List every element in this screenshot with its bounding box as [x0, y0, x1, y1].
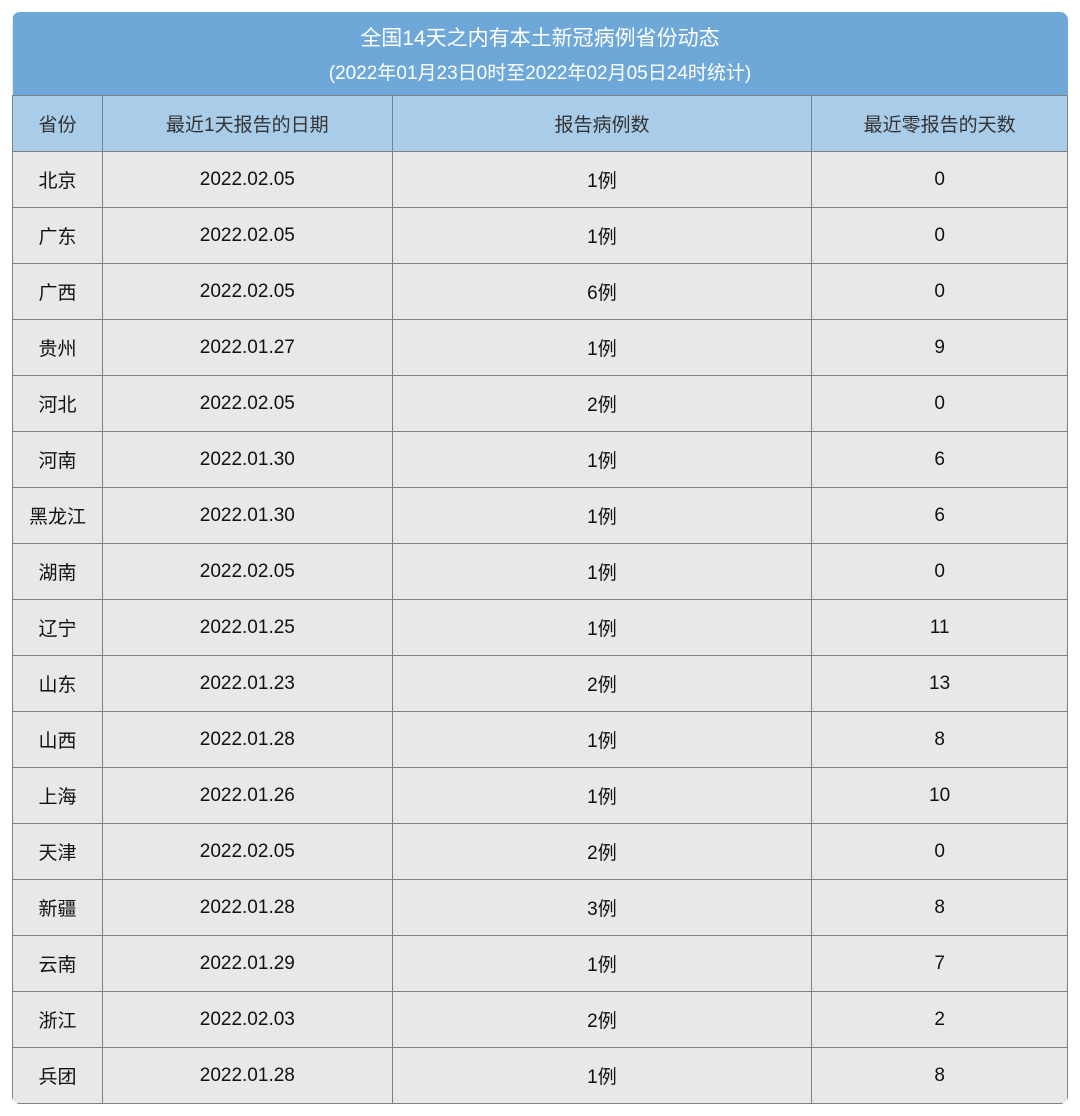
cell-date: 2022.01.23	[102, 656, 392, 712]
table-row: 兵团2022.01.281例8	[13, 1048, 1068, 1104]
cell-cases: 1例	[392, 488, 812, 544]
cell-cases: 1例	[392, 208, 812, 264]
cell-zero-days: 0	[812, 544, 1068, 600]
cell-date: 2022.01.30	[102, 488, 392, 544]
table-body: 北京2022.02.051例0广东2022.02.051例0广西2022.02.…	[13, 152, 1068, 1104]
cell-zero-days: 6	[812, 432, 1068, 488]
cell-province: 黑龙江	[13, 488, 103, 544]
cell-province: 山西	[13, 712, 103, 768]
cell-zero-days: 11	[812, 600, 1068, 656]
cell-province: 北京	[13, 152, 103, 208]
cell-zero-days: 0	[812, 264, 1068, 320]
table-row: 辽宁2022.01.251例11	[13, 600, 1068, 656]
cell-date: 2022.02.05	[102, 376, 392, 432]
cell-zero-days: 0	[812, 208, 1068, 264]
cell-province: 新疆	[13, 880, 103, 936]
cell-province: 上海	[13, 768, 103, 824]
cell-date: 2022.02.03	[102, 992, 392, 1048]
table-row: 新疆2022.01.283例8	[13, 880, 1068, 936]
table-row: 山东2022.01.232例13	[13, 656, 1068, 712]
cell-date: 2022.01.29	[102, 936, 392, 992]
table-row: 云南2022.01.291例7	[13, 936, 1068, 992]
cell-zero-days: 13	[812, 656, 1068, 712]
cell-zero-days: 8	[812, 880, 1068, 936]
cell-cases: 3例	[392, 880, 812, 936]
table-subtitle: (2022年01月23日0时至2022年02月05日24时统计)	[23, 58, 1058, 85]
covid-province-table: 全国14天之内有本土新冠病例省份动态 (2022年01月23日0时至2022年0…	[12, 12, 1068, 1104]
table-row: 上海2022.01.261例10	[13, 768, 1068, 824]
table-title-cell: 全国14天之内有本土新冠病例省份动态 (2022年01月23日0时至2022年0…	[13, 12, 1068, 96]
cell-cases: 2例	[392, 376, 812, 432]
cell-date: 2022.02.05	[102, 264, 392, 320]
cell-zero-days: 6	[812, 488, 1068, 544]
header-zero-days: 最近零报告的天数	[812, 96, 1068, 152]
cell-cases: 1例	[392, 768, 812, 824]
table-row: 浙江2022.02.032例2	[13, 992, 1068, 1048]
cell-cases: 2例	[392, 656, 812, 712]
cell-date: 2022.02.05	[102, 824, 392, 880]
cell-province: 贵州	[13, 320, 103, 376]
table-title-row: 全国14天之内有本土新冠病例省份动态 (2022年01月23日0时至2022年0…	[13, 12, 1068, 96]
table-title: 全国14天之内有本土新冠病例省份动态	[23, 22, 1058, 52]
cell-zero-days: 2	[812, 992, 1068, 1048]
header-date: 最近1天报告的日期	[102, 96, 392, 152]
cell-date: 2022.02.05	[102, 208, 392, 264]
cell-province: 云南	[13, 936, 103, 992]
cell-date: 2022.01.25	[102, 600, 392, 656]
header-province: 省份	[13, 96, 103, 152]
cell-province: 山东	[13, 656, 103, 712]
cell-date: 2022.01.27	[102, 320, 392, 376]
cell-cases: 1例	[392, 712, 812, 768]
cell-cases: 6例	[392, 264, 812, 320]
cell-cases: 1例	[392, 432, 812, 488]
covid-province-table-container: 全国14天之内有本土新冠病例省份动态 (2022年01月23日0时至2022年0…	[12, 12, 1068, 1104]
cell-date: 2022.01.26	[102, 768, 392, 824]
cell-province: 天津	[13, 824, 103, 880]
cell-date: 2022.01.28	[102, 712, 392, 768]
cell-zero-days: 8	[812, 712, 1068, 768]
table-row: 河北2022.02.052例0	[13, 376, 1068, 432]
cell-province: 辽宁	[13, 600, 103, 656]
table-row: 河南2022.01.301例6	[13, 432, 1068, 488]
table-row: 湖南2022.02.051例0	[13, 544, 1068, 600]
cell-province: 河北	[13, 376, 103, 432]
cell-date: 2022.01.30	[102, 432, 392, 488]
table-row: 贵州2022.01.271例9	[13, 320, 1068, 376]
cell-province: 河南	[13, 432, 103, 488]
header-cases: 报告病例数	[392, 96, 812, 152]
cell-province: 广东	[13, 208, 103, 264]
cell-zero-days: 8	[812, 1048, 1068, 1104]
cell-cases: 2例	[392, 824, 812, 880]
cell-cases: 1例	[392, 1048, 812, 1104]
cell-date: 2022.01.28	[102, 1048, 392, 1104]
cell-cases: 1例	[392, 320, 812, 376]
cell-cases: 1例	[392, 600, 812, 656]
cell-cases: 1例	[392, 544, 812, 600]
table-row: 天津2022.02.052例0	[13, 824, 1068, 880]
table-row: 黑龙江2022.01.301例6	[13, 488, 1068, 544]
cell-zero-days: 0	[812, 152, 1068, 208]
table-row: 北京2022.02.051例0	[13, 152, 1068, 208]
cell-province: 兵团	[13, 1048, 103, 1104]
cell-date: 2022.02.05	[102, 544, 392, 600]
cell-province: 广西	[13, 264, 103, 320]
cell-zero-days: 10	[812, 768, 1068, 824]
cell-cases: 2例	[392, 992, 812, 1048]
table-row: 广西2022.02.056例0	[13, 264, 1068, 320]
table-header-row: 省份 最近1天报告的日期 报告病例数 最近零报告的天数	[13, 96, 1068, 152]
table-row: 广东2022.02.051例0	[13, 208, 1068, 264]
cell-date: 2022.02.05	[102, 152, 392, 208]
cell-cases: 1例	[392, 936, 812, 992]
cell-date: 2022.01.28	[102, 880, 392, 936]
cell-zero-days: 0	[812, 376, 1068, 432]
cell-zero-days: 0	[812, 824, 1068, 880]
cell-zero-days: 9	[812, 320, 1068, 376]
cell-province: 浙江	[13, 992, 103, 1048]
table-row: 山西2022.01.281例8	[13, 712, 1068, 768]
cell-province: 湖南	[13, 544, 103, 600]
cell-zero-days: 7	[812, 936, 1068, 992]
cell-cases: 1例	[392, 152, 812, 208]
